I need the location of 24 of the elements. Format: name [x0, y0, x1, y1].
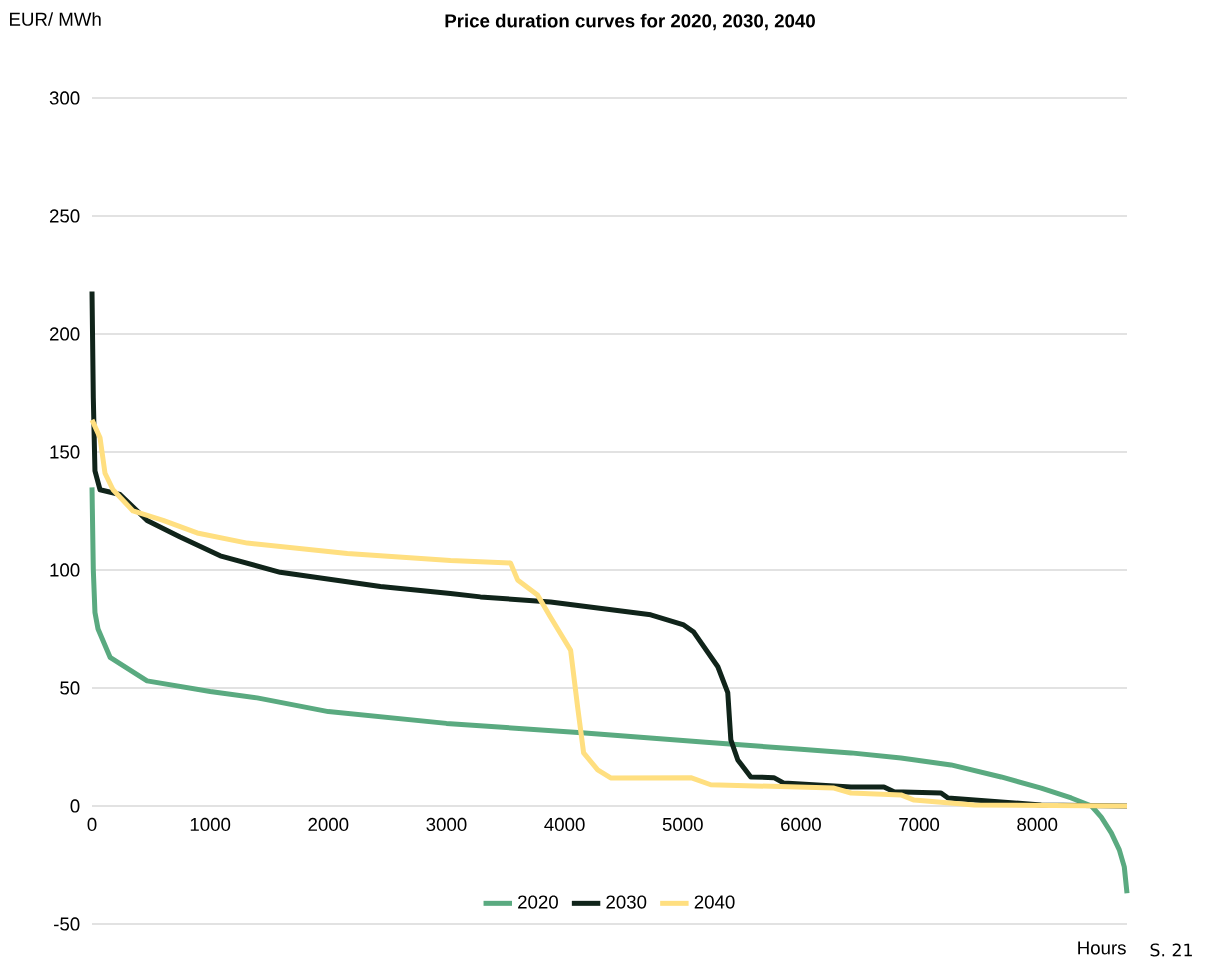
x-tick-label: 2000 — [308, 817, 349, 832]
x-tick-label: 5000 — [662, 817, 703, 832]
y-tick-label: 250 — [49, 209, 80, 223]
y-tick-label: 150 — [50, 445, 80, 459]
x-axis-title: Hours — [1078, 941, 1126, 955]
y-tick-label: 300 — [49, 91, 80, 105]
text: S. 21 — [1150, 943, 1192, 957]
y-axis-title: EUR/ MWh — [10, 12, 101, 26]
legend-label: 2020 — [518, 895, 558, 909]
y-tick-label: 200 — [49, 327, 80, 341]
y-tick-label: 0 — [70, 799, 80, 813]
x-tick-label: 8000 — [1017, 817, 1058, 832]
y-tick-label: 50 — [60, 681, 80, 695]
x-tick-label: 0 — [87, 817, 97, 832]
x-tick-label: 7000 — [899, 817, 940, 832]
legend-label: 2030 — [606, 895, 647, 909]
legend-label: 2040 — [694, 895, 735, 909]
chart-title: Price duration curves for 2020, 2030, 2040 — [445, 13, 815, 31]
y-tick-label: -50 — [54, 917, 80, 931]
y-tick-label: 100 — [50, 563, 80, 577]
x-tick-label: 1000 — [190, 817, 231, 832]
x-tick-label: 4000 — [544, 817, 585, 832]
x-tick-label: 3000 — [426, 817, 467, 832]
x-tick-label: 6000 — [781, 817, 821, 832]
